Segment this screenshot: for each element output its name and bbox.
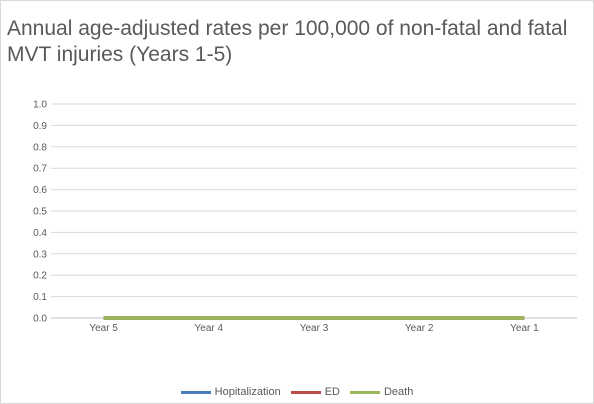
chart-title: Annual age-adjusted rates per 100,000 of… [7,17,568,66]
y-tick-label: 0.7 [33,164,47,175]
y-tick-label: 0.4 [33,228,47,239]
x-tick-label: Year 3 [300,323,329,334]
x-tick-label: Year 4 [195,323,224,334]
legend: Hopitalization ED Death [1,386,593,398]
y-tick-label: 0.1 [33,292,47,303]
y-tick-label: 0.3 [33,249,47,260]
y-tick-label: 0.2 [33,271,47,282]
y-tick-label: 0.8 [33,142,47,153]
legend-item: Death [349,386,414,398]
legend-label: Hopitalization [214,386,281,398]
y-tick-label: 0.9 [33,121,47,132]
y-tick-label: 0.5 [33,207,47,218]
legend-label: Death [383,386,414,398]
y-tick-label: 0.0 [33,314,47,325]
legend-swatch [290,390,321,394]
y-tick-label: 1.0 [33,100,47,111]
legend-label: ED [324,386,340,398]
legend-item: Hopitalization [180,386,281,398]
x-tick-label: Year 5 [89,323,118,334]
legend-swatch [349,390,380,394]
legend-swatch [180,390,211,394]
x-tick-label: Year 1 [510,323,539,334]
legend-item: ED [290,386,340,398]
y-tick-label: 0.6 [33,185,47,196]
x-tick-label: Year 2 [405,323,434,334]
